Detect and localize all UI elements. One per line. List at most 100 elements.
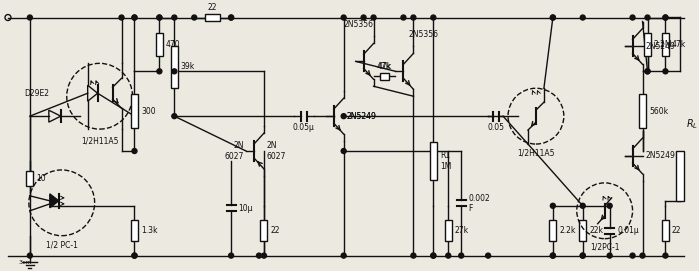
Text: 10: 10 — [36, 174, 46, 183]
Text: D29E2: D29E2 — [24, 89, 49, 98]
Text: 0.05: 0.05 — [487, 122, 504, 132]
Text: 300: 300 — [141, 107, 156, 116]
Text: 0.002
F: 0.002 F — [469, 193, 491, 213]
Circle shape — [645, 69, 650, 74]
Text: 0.01μ: 0.01μ — [617, 226, 639, 235]
Circle shape — [229, 253, 233, 258]
Text: 1.3k: 1.3k — [141, 226, 157, 235]
Text: 0.05μ: 0.05μ — [293, 122, 315, 132]
Circle shape — [550, 15, 556, 20]
Circle shape — [663, 15, 668, 20]
Circle shape — [371, 15, 376, 20]
Text: 560k: 560k — [649, 107, 668, 116]
Bar — [27, 171, 34, 186]
Circle shape — [172, 114, 177, 119]
Circle shape — [172, 15, 177, 20]
Circle shape — [411, 253, 416, 258]
Text: 47k: 47k — [377, 62, 391, 71]
Circle shape — [172, 69, 177, 74]
Circle shape — [446, 253, 451, 258]
Text: 1/2 PC-1: 1/2 PC-1 — [46, 241, 78, 250]
Circle shape — [607, 203, 612, 208]
Text: 22: 22 — [208, 3, 217, 12]
Circle shape — [580, 253, 585, 258]
Text: 2N5249: 2N5249 — [645, 151, 675, 160]
Bar — [261, 220, 268, 241]
Circle shape — [663, 69, 668, 74]
Text: 22k: 22k — [589, 226, 603, 235]
Text: 2N5356: 2N5356 — [344, 21, 374, 30]
Text: 1/2PC-1: 1/2PC-1 — [590, 243, 619, 252]
Bar — [639, 94, 646, 128]
Text: 39k: 39k — [181, 62, 195, 71]
Bar — [156, 33, 163, 56]
Circle shape — [132, 149, 137, 153]
Text: 22: 22 — [271, 226, 280, 235]
Circle shape — [341, 114, 346, 119]
Bar — [579, 220, 586, 241]
Circle shape — [580, 15, 585, 20]
Circle shape — [663, 253, 668, 258]
Circle shape — [157, 15, 162, 20]
Circle shape — [645, 69, 650, 74]
Circle shape — [361, 15, 366, 20]
Text: 47k: 47k — [672, 40, 686, 49]
Circle shape — [229, 15, 233, 20]
Circle shape — [27, 15, 32, 20]
Circle shape — [229, 15, 233, 20]
Circle shape — [580, 253, 585, 258]
Circle shape — [550, 253, 556, 258]
Circle shape — [401, 15, 406, 20]
Text: 3cm: 3cm — [18, 260, 31, 264]
Text: 2N5249: 2N5249 — [645, 42, 675, 51]
Circle shape — [341, 149, 346, 153]
Circle shape — [431, 15, 435, 20]
Circle shape — [341, 253, 346, 258]
Circle shape — [607, 253, 612, 258]
Circle shape — [341, 15, 346, 20]
Text: R1
1M: R1 1M — [440, 151, 451, 171]
Circle shape — [257, 253, 261, 258]
Text: 2N5356: 2N5356 — [408, 30, 438, 40]
Text: 47k: 47k — [376, 62, 391, 71]
Bar — [677, 151, 684, 201]
Bar — [644, 33, 651, 56]
Text: 2.2k: 2.2k — [559, 226, 576, 235]
Text: 10μ: 10μ — [238, 204, 253, 213]
Text: 2N
6027: 2N 6027 — [267, 141, 287, 161]
Circle shape — [640, 253, 645, 258]
Circle shape — [550, 15, 556, 20]
Text: 2N5249: 2N5249 — [347, 112, 377, 121]
Circle shape — [27, 253, 32, 258]
Circle shape — [663, 15, 668, 20]
Bar — [549, 220, 556, 241]
Bar — [205, 14, 220, 21]
Circle shape — [157, 69, 162, 74]
Text: 1/2H11A5: 1/2H11A5 — [517, 148, 555, 157]
Circle shape — [550, 203, 556, 208]
Circle shape — [192, 15, 196, 20]
Polygon shape — [50, 194, 59, 208]
Circle shape — [459, 253, 463, 258]
Circle shape — [119, 15, 124, 20]
Circle shape — [132, 15, 137, 20]
Circle shape — [580, 203, 585, 208]
Circle shape — [486, 253, 491, 258]
Bar — [662, 33, 669, 56]
Bar — [171, 46, 178, 88]
Circle shape — [261, 253, 266, 258]
Circle shape — [132, 253, 137, 258]
Text: 22: 22 — [672, 226, 682, 235]
Text: 2N
6027: 2N 6027 — [224, 141, 244, 161]
Text: 1/2H11A5: 1/2H11A5 — [81, 136, 118, 145]
Circle shape — [157, 15, 162, 20]
Bar — [131, 94, 138, 128]
Bar — [662, 220, 669, 241]
Circle shape — [411, 15, 416, 20]
Circle shape — [550, 253, 556, 258]
Text: 2.2M: 2.2M — [654, 40, 672, 49]
Text: $R_L$: $R_L$ — [686, 117, 698, 131]
Circle shape — [645, 15, 650, 20]
Circle shape — [630, 253, 635, 258]
Bar — [430, 142, 437, 180]
